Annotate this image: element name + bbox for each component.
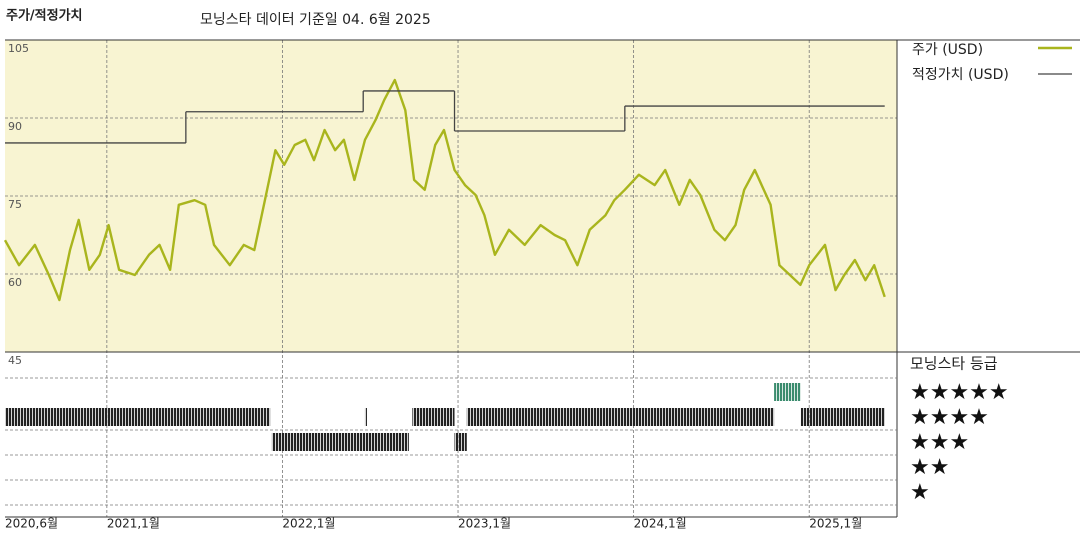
rating-label: ★★★ (910, 430, 969, 455)
rating-label: ★ (910, 480, 930, 505)
legend-label: 주가 (USD) (912, 42, 983, 58)
x-tick-label: 2020,6월 (5, 517, 58, 531)
rating-label: ★★ (910, 455, 949, 480)
rating-bar (800, 408, 885, 426)
ratings-title: 모닝스타 등급 (910, 355, 998, 373)
rating-bar (774, 383, 801, 401)
rating-label: ★★★★★ (910, 380, 1009, 405)
legend-label: 적정가치 (USD) (912, 67, 1009, 83)
y-tick-label: 60 (8, 276, 22, 289)
rating-label: ★★★★ (910, 405, 989, 430)
x-tick-label: 2023,1월 (458, 517, 511, 531)
y-tick-label: 90 (8, 120, 22, 133)
x-tick-label: 2021,1월 (107, 517, 160, 531)
price-line (3, 78, 886, 302)
rating-bar (412, 408, 455, 426)
x-tick-label: 2025,1월 (809, 517, 862, 531)
chart-title: 주가/적정가치 (6, 8, 83, 24)
y-tick-label: 105 (8, 42, 29, 55)
rating-bar (466, 408, 775, 426)
x-tick-label: 2024,1월 (634, 517, 687, 531)
rating-bar (5, 408, 271, 426)
y-tick-label: 45 (8, 354, 22, 367)
rating-bar (271, 433, 409, 451)
rating-bar (364, 408, 367, 426)
x-tick-label: 2022,1월 (282, 517, 335, 531)
rating-bar (454, 433, 467, 451)
y-tick-label: 75 (8, 198, 22, 211)
chart-subtitle: 모닝스타 데이터 기준일 04. 6월 2025 (200, 12, 431, 28)
